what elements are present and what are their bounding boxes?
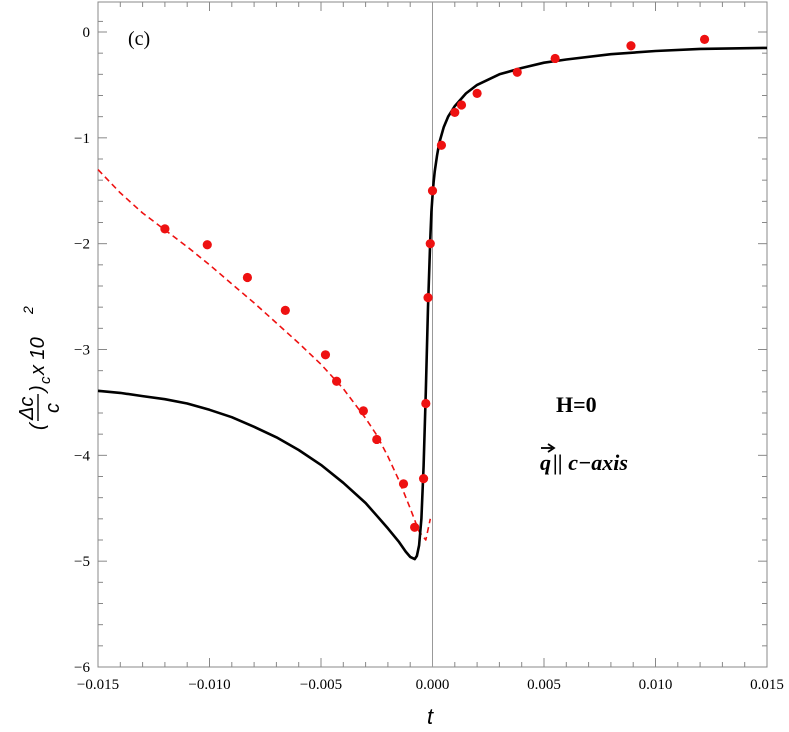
y-label-open-paren: ( [27,421,49,430]
y-label-close-paren: ) [27,385,49,394]
x-tick-label: −0.010 [188,677,230,693]
y-tick-label: −3 [74,343,90,359]
data-point [358,406,368,416]
data-point [425,239,435,249]
data-point [423,293,433,303]
data-point [242,272,253,283]
data-point [320,350,331,360]
data-point [427,186,438,196]
y-label-numerator: Δc [16,397,38,421]
data-point [280,305,290,315]
x-axis-label: t [427,704,434,729]
annotation-direction-text: || c−axis [553,450,628,475]
x-tick-label: 0.015 [750,677,784,693]
data-point [626,41,636,51]
x-tick-label: 0.005 [527,677,561,693]
data-point [398,479,409,489]
data-point [512,67,522,77]
annotation-direction: q || c−axis [540,443,628,475]
axis-ticks [97,2,768,668]
tick-labels: −0.015 −0.010 −0.005 0.000 0.005 0.010 0.015 0 −… [74,25,784,693]
data-point [550,53,560,64]
data-point [472,88,482,98]
y-label-exponent: 2 [20,306,36,315]
panel-label: (c) [128,28,150,50]
data-point [372,434,382,445]
annotation-field: H=0 [556,392,597,417]
dashed-fit-curve [97,169,432,541]
vector-arrow-head [547,443,556,453]
data-point [410,522,420,532]
data-point [450,107,460,118]
y-tick-label: −6 [74,660,90,676]
x-tick-label: 0.010 [639,677,673,693]
y-tick-label: −4 [74,448,90,464]
data-point [202,240,212,250]
data-point [456,100,467,110]
data-point [160,224,170,234]
x-tick-label: −0.005 [300,677,342,693]
x-tick-label: −0.015 [77,677,119,693]
data-point [436,140,447,150]
y-tick-label: −2 [74,237,90,253]
y-tick-label: −5 [74,554,90,570]
y-tick-label: 0 [83,25,91,41]
data-point [421,398,431,409]
series-layer [97,34,768,561]
data-point [418,474,429,484]
x-tick-label: 0.000 [416,677,450,693]
y-axis-label: ( Δc c ) c x 10 2 [16,306,64,430]
y-label-denominator: c [42,403,64,413]
y-tick-label: −1 [74,131,90,147]
y-label-scale: x 10 [27,337,49,376]
annotation-vector-q: q [540,450,551,475]
data-point [699,34,710,45]
data-point [332,376,342,386]
y-label-subscript: c [37,376,54,384]
solid-theory-curve [97,46,768,561]
